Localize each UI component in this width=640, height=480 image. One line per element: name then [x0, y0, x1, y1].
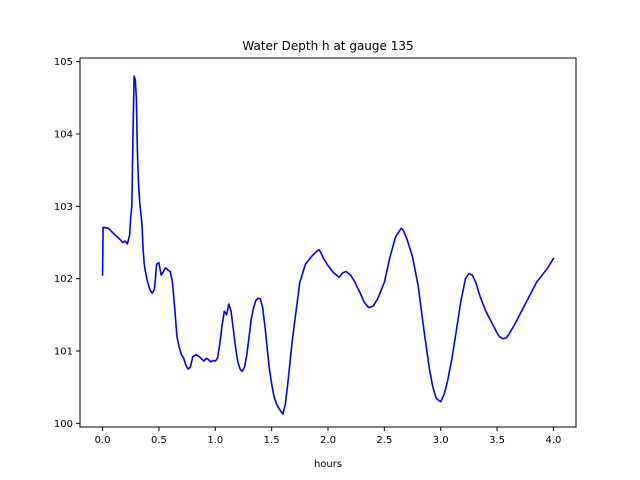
y-tick-label: 103 — [54, 202, 73, 213]
x-tick-label: 2.0 — [320, 435, 336, 446]
y-tick-label: 101 — [54, 347, 73, 358]
x-axis-label: hours — [314, 459, 342, 470]
y-tick-label: 102 — [54, 274, 73, 285]
plot-frame — [79, 57, 577, 428]
x-tick-label: 1.5 — [264, 435, 280, 446]
x-tick-label: 2.5 — [376, 435, 392, 446]
chart-title: Water Depth h at gauge 135 — [242, 39, 413, 53]
y-tick-label: 105 — [54, 57, 73, 68]
y-tick-label: 104 — [54, 129, 73, 140]
plot-area — [80, 58, 576, 427]
x-tick-label: 0.5 — [151, 435, 167, 446]
x-tick-label: 0.0 — [95, 435, 111, 446]
series-line — [101, 75, 555, 415]
x-tick-label: 4.0 — [546, 435, 562, 446]
series-layer — [101, 75, 555, 415]
x-tick-label: 3.0 — [433, 435, 449, 446]
y-tick-label: 100 — [54, 419, 73, 430]
x-tick-label: 1.0 — [207, 435, 223, 446]
ticks-layer: 0.0 0.5 1.0 1.5 2.0 2.5 3.0 3.5 4.0 100 101 102 103 1… — [54, 57, 562, 446]
x-tick-label: 3.5 — [489, 435, 505, 446]
